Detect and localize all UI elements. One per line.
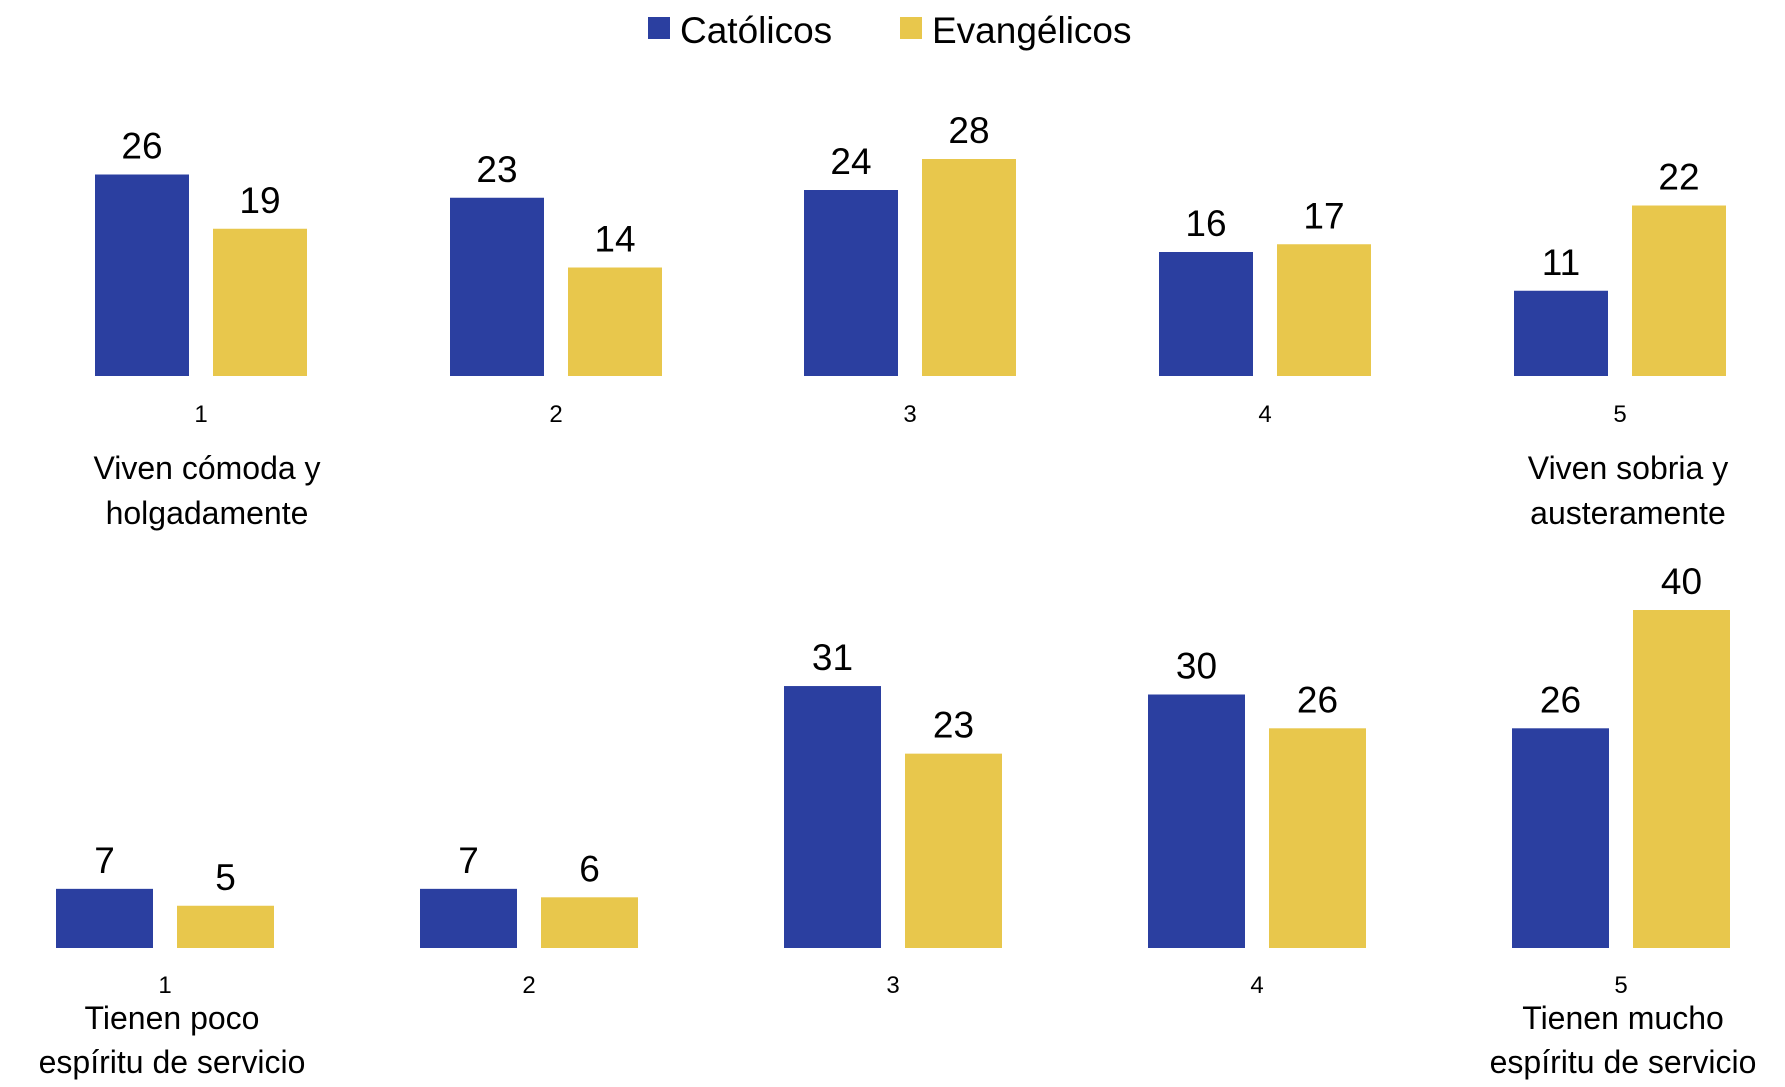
category-tick-labels: 1 2 3 4 5 <box>194 401 1626 428</box>
bar-catolicos-4 <box>1148 694 1245 948</box>
legend-swatch-evangelicos <box>900 17 922 39</box>
anchor-high-line-1: Tienen mucho <box>1522 1000 1724 1036</box>
bar-evangelicos-3 <box>905 753 1002 948</box>
bar-catolicos-5 <box>1512 728 1609 948</box>
bar-evangelicos-2 <box>541 897 638 948</box>
data-label-evangelicos-5: 22 <box>1658 157 1699 198</box>
data-label-catolicos-3: 31 <box>812 637 853 678</box>
tick-label-4: 4 <box>1250 972 1263 999</box>
anchor-high-line-1: Viven sobria y <box>1528 450 1728 486</box>
bar-catolicos-5 <box>1514 290 1608 376</box>
bar-evangelicos-2 <box>568 267 662 376</box>
data-label-evangelicos-3: 23 <box>933 705 974 746</box>
data-label-catolicos-4: 16 <box>1185 203 1226 244</box>
bar-catolicos-3 <box>804 190 898 376</box>
bar-evangelicos-4 <box>1269 728 1366 948</box>
data-label-evangelicos-1: 5 <box>215 857 236 898</box>
bar-catolicos-4 <box>1159 252 1253 376</box>
anchor-high-line-2: austeramente <box>1530 495 1726 531</box>
tick-label-2: 2 <box>522 972 535 999</box>
tick-label-3: 3 <box>886 972 899 999</box>
anchor-high-line-2: espíritu de servicio <box>1490 1044 1757 1080</box>
data-label-catolicos-5: 11 <box>1542 242 1580 283</box>
bars-group: 7 5 7 6 31 23 30 26 26 40 <box>56 561 1730 948</box>
data-label-evangelicos-3: 28 <box>948 110 989 151</box>
tick-label-2: 2 <box>549 401 562 428</box>
tick-label-4: 4 <box>1258 401 1271 428</box>
data-label-catolicos-1: 7 <box>94 840 115 881</box>
tick-label-3: 3 <box>903 401 916 428</box>
legend: Católicos Evangélicos <box>648 10 1132 51</box>
data-label-evangelicos-2: 14 <box>594 219 635 260</box>
tick-label-1: 1 <box>158 972 171 999</box>
tick-label-5: 5 <box>1614 972 1627 999</box>
data-label-evangelicos-1: 19 <box>239 180 280 221</box>
data-label-catolicos-1: 26 <box>121 126 162 167</box>
bar-evangelicos-1 <box>177 905 274 948</box>
bar-evangelicos-3 <box>922 159 1016 376</box>
data-label-evangelicos-4: 17 <box>1303 195 1344 236</box>
data-label-catolicos-5: 26 <box>1540 679 1581 720</box>
anchor-low-line-2: holgadamente <box>106 495 309 531</box>
data-label-evangelicos-4: 26 <box>1297 679 1338 720</box>
data-label-evangelicos-5: 40 <box>1661 561 1702 602</box>
data-label-catolicos-2: 23 <box>476 149 517 190</box>
anchor-low-line-1: Viven cómoda y <box>93 450 320 486</box>
data-label-catolicos-3: 24 <box>830 141 871 182</box>
anchor-low-line-1: Tienen poco <box>85 1000 260 1036</box>
bar-evangelicos-5 <box>1632 205 1726 376</box>
bars-group: 26 19 23 14 24 28 16 17 11 22 <box>95 110 1726 376</box>
bar-evangelicos-5 <box>1633 610 1730 948</box>
data-label-catolicos-2: 7 <box>458 840 479 881</box>
legend-label-catolicos: Católicos <box>680 10 832 51</box>
bar-evangelicos-1 <box>213 228 307 376</box>
tick-label-1: 1 <box>194 401 207 428</box>
data-label-evangelicos-2: 6 <box>579 848 600 889</box>
category-tick-labels: 1 2 3 4 5 <box>158 972 1627 999</box>
legend-swatch-catolicos <box>648 17 670 39</box>
legend-label-evangelicos: Evangélicos <box>932 10 1132 51</box>
tick-label-5: 5 <box>1613 401 1626 428</box>
anchor-low-line-2: espíritu de servicio <box>39 1044 306 1080</box>
bar-catolicos-1 <box>56 888 153 948</box>
bar-catolicos-2 <box>450 197 544 376</box>
data-label-catolicos-4: 30 <box>1176 646 1217 687</box>
bar-catolicos-2 <box>420 888 517 948</box>
bar-evangelicos-4 <box>1277 244 1371 376</box>
bar-catolicos-3 <box>784 686 881 948</box>
bar-catolicos-1 <box>95 174 189 376</box>
